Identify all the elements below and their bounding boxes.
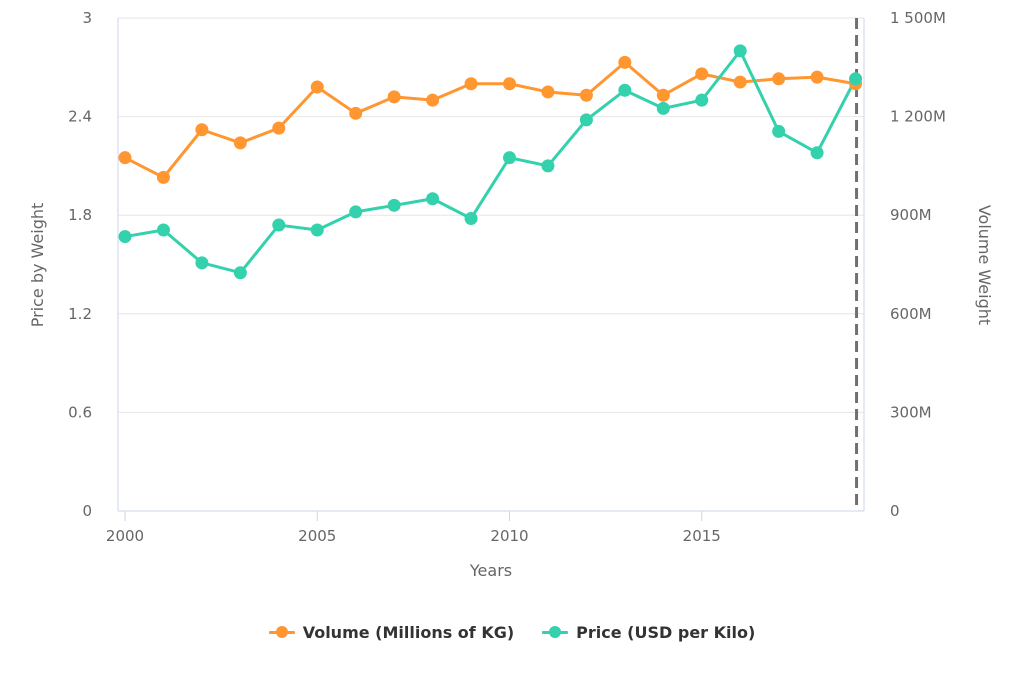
right-tick-label: 1 200M bbox=[890, 108, 946, 126]
data-point-volume bbox=[772, 72, 786, 86]
gridlines bbox=[118, 17, 864, 413]
data-point-volume bbox=[310, 80, 324, 94]
left-tick-label: 3 bbox=[82, 9, 92, 27]
data-point-price bbox=[772, 124, 786, 138]
left-axis-ticks: 0 0.6 1.2 1.8 2.4 3 bbox=[68, 9, 92, 520]
right-tick-label: 300M bbox=[890, 403, 932, 421]
x-axis-ticks: 2000 2005 2010 2015 bbox=[106, 511, 721, 545]
data-point-volume bbox=[464, 77, 478, 91]
data-point-price bbox=[849, 72, 863, 86]
data-point-price bbox=[310, 223, 324, 237]
right-tick-label: 600M bbox=[890, 305, 932, 323]
data-point-price bbox=[579, 113, 593, 127]
data-point-volume bbox=[810, 70, 824, 84]
left-axis-title: Price by Weight bbox=[28, 203, 47, 328]
series-line-price bbox=[123, 49, 858, 275]
data-point-volume bbox=[156, 170, 170, 184]
x-tick-label: 2005 bbox=[298, 527, 336, 545]
data-point-volume bbox=[272, 121, 286, 135]
data-point-volume bbox=[579, 88, 593, 102]
data-point-price bbox=[118, 230, 132, 244]
right-tick-label: 1 500M bbox=[890, 9, 946, 27]
legend: Volume (Millions of KG) Price (USD per K… bbox=[0, 617, 1024, 647]
data-point-volume bbox=[618, 55, 632, 69]
data-point-volume bbox=[387, 90, 401, 104]
data-point-volume bbox=[233, 136, 247, 150]
data-point-volume bbox=[733, 75, 747, 89]
data-point-price bbox=[156, 223, 170, 237]
data-point-price bbox=[272, 218, 286, 232]
data-point-price bbox=[503, 151, 516, 165]
series-line-volume bbox=[123, 60, 858, 179]
legend-item-price[interactable]: Price (USD per Kilo) bbox=[542, 623, 755, 642]
data-point-volume bbox=[349, 106, 363, 120]
data-point-volume bbox=[503, 77, 516, 91]
data-point-price bbox=[733, 44, 747, 58]
data-point-price bbox=[656, 101, 670, 115]
legend-volume-label: Volume (Millions of KG) bbox=[302, 622, 515, 642]
left-tick-label: 0 bbox=[82, 502, 92, 520]
data-point-volume bbox=[426, 93, 440, 107]
data-point-price bbox=[810, 146, 824, 160]
legend-price-marker-icon bbox=[542, 625, 569, 639]
x-axis-title: Years bbox=[469, 561, 512, 580]
data-point-volume bbox=[656, 88, 670, 102]
data-point-price bbox=[233, 266, 247, 280]
right-axis-ticks: 0 300M 600M 900M 1 200M 1 500M bbox=[890, 9, 946, 520]
left-tick-label: 1.2 bbox=[68, 305, 92, 323]
data-point-price bbox=[464, 211, 478, 225]
data-point-volume bbox=[118, 151, 132, 165]
series-group bbox=[123, 49, 858, 275]
left-tick-label: 2.4 bbox=[68, 108, 92, 126]
right-axis-title: Volume Weight bbox=[975, 205, 994, 325]
legend-volume-marker-icon bbox=[268, 625, 295, 639]
data-point-volume bbox=[541, 85, 555, 99]
points-group bbox=[118, 44, 863, 280]
x-tick-label: 2015 bbox=[683, 527, 721, 545]
axes bbox=[117, 18, 865, 512]
data-point-volume bbox=[695, 67, 709, 81]
data-point-price bbox=[695, 93, 709, 107]
data-point-volume bbox=[195, 123, 209, 137]
right-tick-label: 900M bbox=[890, 206, 932, 224]
right-tick-label: 0 bbox=[890, 502, 900, 520]
data-point-price bbox=[195, 256, 209, 270]
data-point-price bbox=[541, 159, 555, 173]
data-point-price bbox=[618, 83, 632, 97]
data-point-price bbox=[349, 205, 363, 219]
x-tick-label: 2000 bbox=[106, 527, 144, 545]
data-point-price bbox=[387, 198, 401, 212]
left-tick-label: 0.6 bbox=[68, 403, 92, 421]
legend-item-volume[interactable]: Volume (Millions of KG) bbox=[268, 622, 515, 642]
left-tick-label: 1.8 bbox=[68, 206, 92, 224]
data-point-price bbox=[426, 192, 440, 206]
x-tick-label: 2010 bbox=[490, 527, 528, 545]
legend-price-label: Price (USD per Kilo) bbox=[576, 622, 756, 642]
